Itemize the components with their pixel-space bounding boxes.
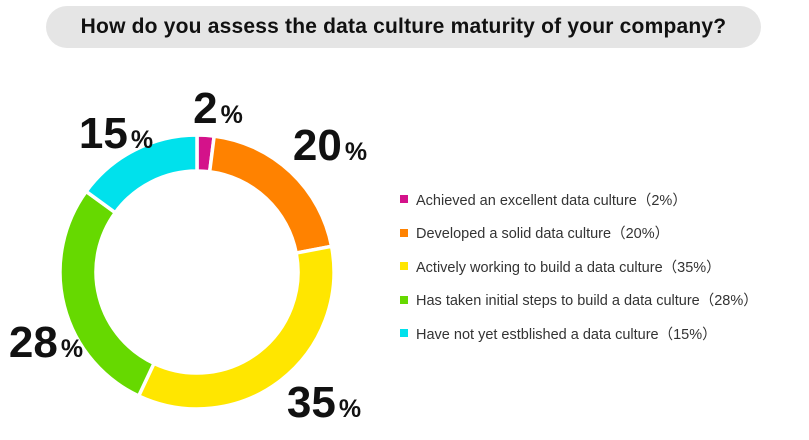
legend-label: Actively working to build a data culture…: [416, 259, 721, 276]
legend-item-2: Actively working to build a data culture…: [400, 257, 758, 276]
slice-percent-label-3: 28%: [9, 318, 83, 367]
slice-percent-label-0: 2%: [193, 84, 243, 133]
slice-percent-label-4: 15%: [79, 109, 153, 158]
slice-percent-label-2: 35%: [287, 378, 361, 427]
donut-slice-3: [58, 189, 157, 399]
legend-swatch: [400, 195, 408, 203]
donut-slice-4: [83, 133, 199, 216]
slice-percent-label-1: 20%: [293, 121, 367, 170]
legend-label: Developed a solid data culture（20%）: [416, 226, 670, 242]
legend-swatch: [400, 329, 408, 337]
legend-item-0: Achieved an excellent data culture（2%）: [400, 190, 758, 209]
legend-item-1: Developed a solid data culture（20%）: [400, 224, 758, 242]
legend-label: Achieved an excellent data culture（2%）: [416, 192, 687, 209]
chart-legend: Achieved an excellent data culture（2%） De…: [400, 190, 758, 358]
legend-swatch: [400, 262, 408, 270]
legend-item-4: Have not yet estblished a data culture（1…: [400, 324, 758, 343]
legend-label: Have not yet estblished a data culture（1…: [416, 326, 717, 343]
legend-swatch: [400, 295, 408, 304]
chart-title-banner: How do you assess the data culture matur…: [46, 6, 761, 48]
legend-label: Has taken initial steps to build a data …: [416, 293, 758, 309]
legend-item-3: Has taken initial steps to build a data …: [400, 291, 758, 309]
chart-title: How do you assess the data culture matur…: [80, 15, 727, 38]
legend-swatch: [400, 228, 408, 237]
